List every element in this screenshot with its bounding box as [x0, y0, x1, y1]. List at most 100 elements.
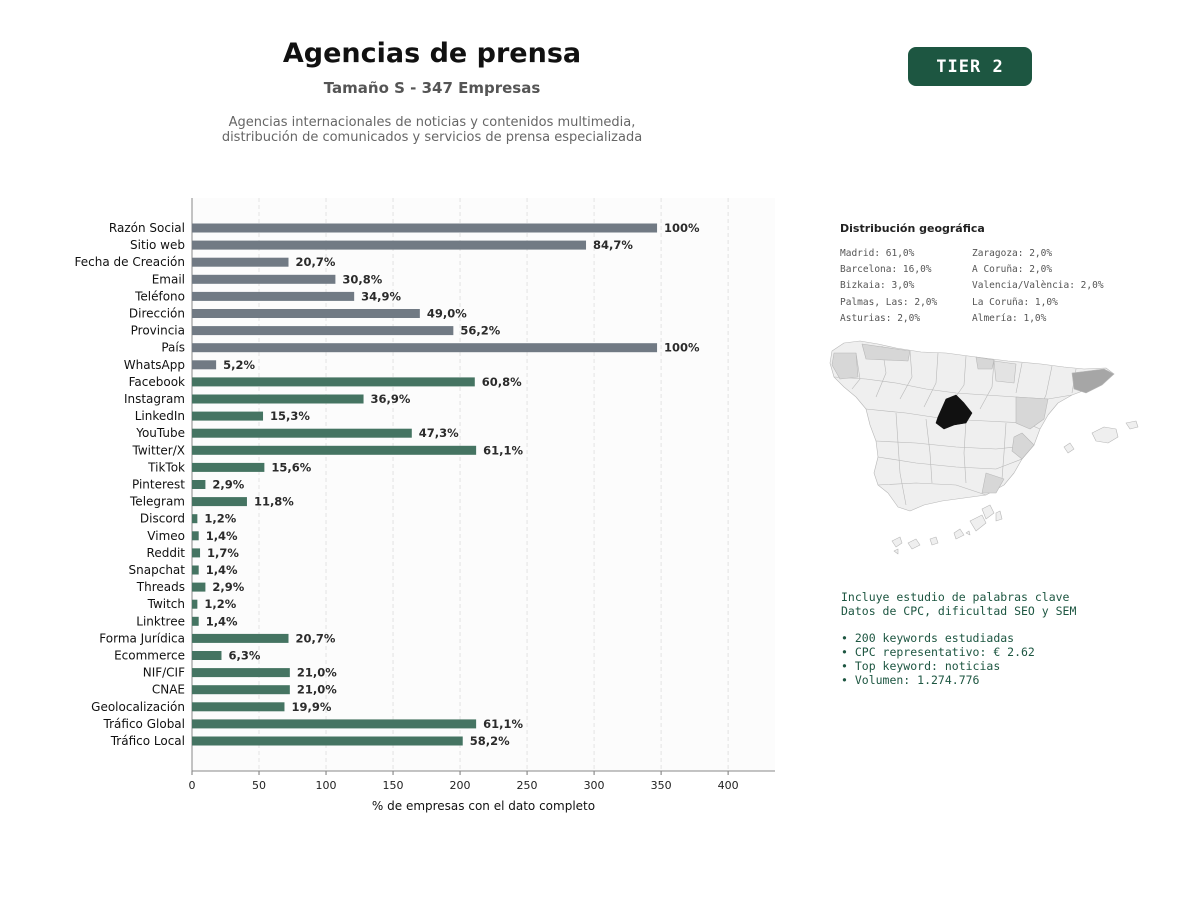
data-label: 5,2%: [223, 358, 255, 372]
x-tick-label: 250: [517, 779, 538, 792]
map-asturias: [861, 343, 911, 362]
map-valencia: [1011, 432, 1035, 460]
geo-item: Zaragoza: 2,0%: [972, 248, 1053, 259]
data-label: 21,0%: [297, 683, 337, 697]
bar: [192, 702, 285, 712]
geo-item: A Coruña: 2,0%: [972, 264, 1053, 276]
description-line-2: distribución de comunicados y servicios …: [221, 130, 643, 145]
bar: [192, 326, 454, 336]
data-label: 100%: [664, 221, 700, 235]
y-tick-label: Reddit: [147, 546, 186, 560]
data-label: 1,4%: [206, 563, 238, 577]
x-tick-label: 350: [651, 779, 672, 792]
data-label: 49,0%: [427, 307, 467, 321]
data-label: 58,2%: [470, 734, 510, 748]
data-label: 15,3%: [270, 409, 310, 423]
bar: [192, 360, 217, 370]
bar: [192, 223, 658, 233]
description-line-1: Agencias internacionales de noticias y c…: [228, 115, 636, 130]
keyword-bullet: • Top keyword: noticias: [841, 658, 1001, 673]
y-tick-label: Linktree: [136, 614, 185, 628]
data-label: 61,1%: [483, 717, 523, 731]
data-label: 19,9%: [291, 700, 331, 714]
bar: [192, 462, 265, 472]
bar: [192, 668, 290, 678]
map-coruna: [831, 352, 859, 380]
data-label: 6,3%: [228, 649, 260, 663]
bar: [192, 565, 199, 575]
page-title: Agencias de prensa: [282, 38, 582, 69]
bar: [192, 582, 206, 592]
map-madrid: [935, 394, 973, 430]
y-tick-label: Email: [152, 272, 185, 286]
data-label: 84,7%: [593, 238, 633, 252]
y-tick-label: NIF/CIF: [143, 666, 185, 680]
x-tick-label: 50: [252, 779, 266, 792]
data-label: 2,9%: [212, 478, 244, 492]
page-subtitle: Tamaño S - 347 Empresas: [323, 79, 541, 97]
bar: [192, 240, 587, 250]
data-label: 20,7%: [295, 255, 335, 269]
map-bizkaia: [975, 356, 995, 370]
y-tick-label: Snapchat: [129, 563, 186, 577]
data-label: 20,7%: [295, 631, 335, 645]
geo-item: Almería: 1,0%: [972, 312, 1047, 324]
data-label: 1,4%: [206, 529, 238, 543]
keywords-line-1: Incluye estudio de palabras clave: [841, 590, 1070, 604]
y-tick-label: Teléfono: [134, 289, 185, 303]
data-label: 61,1%: [483, 443, 523, 457]
bar: [192, 274, 336, 284]
geo-item: Madrid: 61,0%: [840, 248, 915, 259]
y-tick-label: Dirección: [129, 307, 185, 321]
bar: [192, 445, 477, 455]
data-label: 34,9%: [361, 289, 401, 303]
y-tick-label: Pinterest: [132, 478, 185, 492]
bar: [192, 548, 201, 558]
map-barcelona: [1071, 368, 1115, 394]
bar: [192, 531, 199, 541]
y-tick-label: Discord: [140, 512, 185, 526]
geo-item: Asturias: 2,0%: [840, 312, 921, 324]
tier-badge: TIER 2: [908, 47, 1032, 86]
geo-list-left: Madrid: 61,0% Barcelona: 16,0% Bizkaia: …: [840, 246, 937, 327]
data-label: 1,2%: [204, 512, 236, 526]
bar: [192, 497, 247, 507]
bar: [192, 616, 199, 626]
map-zaragoza: [1015, 396, 1049, 430]
map-balearic-islands: [1063, 420, 1139, 454]
data-label: 2,9%: [212, 580, 244, 594]
y-tick-label: País: [161, 341, 185, 355]
data-label: 56,2%: [460, 324, 500, 338]
y-tick-label: Twitch: [147, 597, 185, 611]
bar: [192, 480, 206, 489]
y-tick-label: Tráfico Global: [103, 717, 185, 731]
data-label: 1,4%: [206, 614, 238, 628]
y-tick-label: Telegram: [129, 495, 185, 509]
spain-map: [829, 340, 1139, 555]
data-label: 60,8%: [482, 375, 522, 389]
x-tick-label: 0: [189, 779, 196, 792]
data-label: 21,0%: [297, 666, 337, 680]
y-tick-label: Geolocalización: [91, 700, 185, 714]
map-canary-islands: [891, 504, 1003, 550]
bar: [192, 343, 658, 353]
bar: [192, 394, 364, 404]
x-tick-label: 100: [316, 779, 337, 792]
keyword-bullet: • Volumen: 1.274.776: [841, 672, 980, 687]
map-almeria: [981, 472, 1005, 494]
keywords-panel: Incluye estudio de palabras clave Datos …: [841, 590, 1076, 688]
data-label: 47,3%: [419, 426, 459, 440]
data-label: 1,7%: [207, 546, 239, 560]
geo-item: La Coruña: 1,0%: [972, 296, 1058, 308]
geo-list-right: Zaragoza: 2,0% A Coruña: 2,0% Valencia/V…: [972, 246, 1104, 327]
geo-item: Palmas, Las: 2,0%: [840, 296, 938, 308]
bar: [192, 719, 477, 729]
plot-area: [192, 198, 775, 771]
data-label: 100%: [664, 341, 700, 355]
bar: [192, 309, 420, 318]
bar: [192, 377, 475, 387]
y-tick-label: Provincia: [131, 324, 185, 338]
bar: [192, 736, 463, 746]
bar: [192, 651, 222, 660]
y-tick-label: Vimeo: [147, 529, 185, 543]
